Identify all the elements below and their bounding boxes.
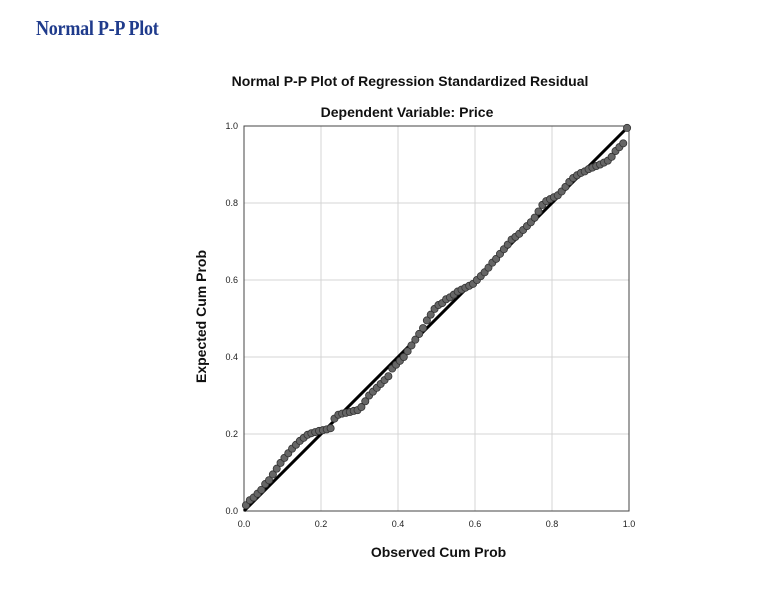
data-point-0-42 — [403, 347, 412, 356]
y-tick-label-3: 0.6 — [225, 275, 238, 285]
data-point-0-37 — [384, 372, 393, 381]
data-point-0-7 — [268, 470, 277, 479]
data-point-0-45 — [415, 329, 424, 338]
data-point-0-75 — [530, 213, 539, 222]
data-point-0-76 — [534, 207, 543, 216]
chart-title: Normal P-P Plot of Regression Standardiz… — [231, 73, 589, 89]
data-point-0-22 — [326, 424, 335, 433]
tick-labels: 0.0 0.2 0.4 0.6 0.8 1.0 0.0 0.2 0.4 0.6 0.8 1.0 — [225, 121, 635, 529]
data-point-0-47 — [422, 316, 431, 325]
x-tick-label-4: 0.8 — [546, 519, 559, 529]
data-point-0-8 — [272, 464, 281, 473]
y-tick-label-5: 1.0 — [225, 121, 238, 131]
data-point-0-46 — [419, 324, 428, 333]
data-point-0-44 — [411, 335, 420, 344]
data-point-0-6 — [265, 476, 274, 485]
y-axis-title: Expected Cum Prob — [193, 250, 209, 383]
data-point-0-31 — [361, 397, 370, 406]
data-point-0-98 — [619, 139, 628, 148]
x-tick-label-5: 1.0 — [623, 519, 636, 529]
data-point-0-4 — [257, 485, 266, 494]
chart-subtitle: Dependent Variable: Price — [320, 104, 494, 120]
x-axis-title: Observed Cum Prob — [371, 544, 506, 560]
data-point-0-95 — [607, 152, 616, 161]
x-tick-label-3: 0.6 — [469, 519, 482, 529]
data-point-0-41 — [399, 352, 408, 361]
page-heading: Normal P-P Plot — [36, 16, 159, 40]
data-point-0-43 — [407, 341, 416, 350]
plot-frame — [243, 125, 630, 512]
data-point-0-48 — [426, 310, 435, 319]
y-tick-label-4: 0.8 — [225, 198, 238, 208]
x-tick-label-0: 0.0 — [238, 519, 251, 529]
data-point-0-30 — [357, 403, 366, 412]
y-tick-label-1: 0.2 — [225, 429, 238, 439]
y-tick-label-0: 0.0 — [225, 506, 238, 516]
x-tick-label-1: 0.2 — [315, 519, 328, 529]
data-points — [241, 123, 632, 510]
y-tick-label-2: 0.4 — [225, 352, 238, 362]
x-tick-label-2: 0.4 — [392, 519, 405, 529]
data-point-0-99 — [623, 123, 632, 132]
